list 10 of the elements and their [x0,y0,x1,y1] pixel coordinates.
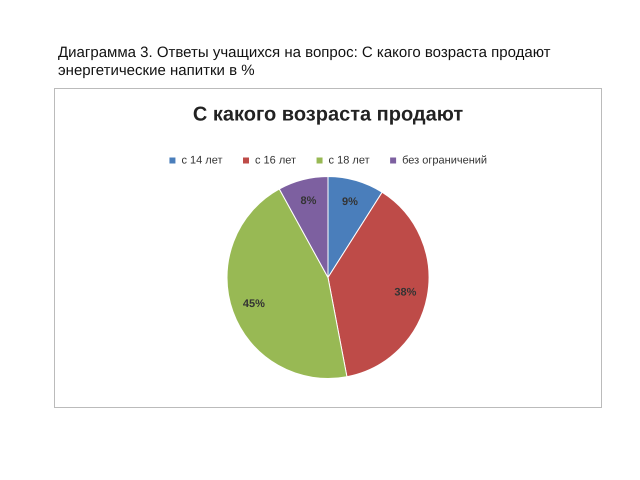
text: Диаграмма 3. Ответы учащихся на вопрос: С какого возраста продают энергетические напитки в % [58,44,552,80]
legend-label: без ограничений [402,154,488,167]
data-label: 9% [342,196,358,208]
data-label: 45% [242,298,266,310]
chart-title: С какого возраста продают [192,104,464,126]
legend-label: с 16 лет [254,154,296,167]
legend-label: с 18 лет [328,154,370,167]
legend-label: с 14 лет [181,154,223,167]
data-label: 8% [300,195,317,208]
data-label: 38% [394,286,417,298]
